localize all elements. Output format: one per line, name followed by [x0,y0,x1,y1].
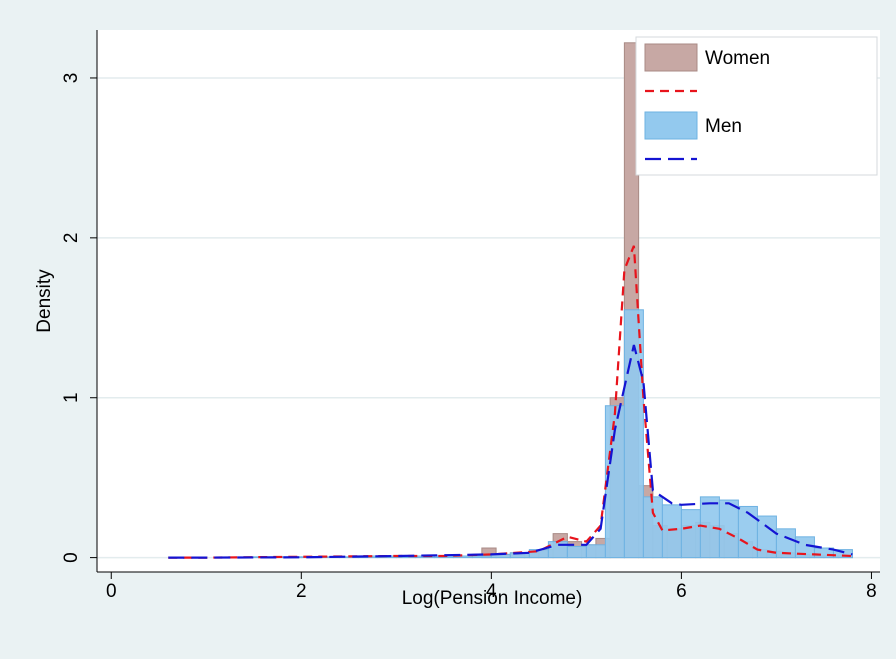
legend-swatch [644,43,698,72]
x-tick-label: 2 [296,581,307,602]
x-tick-label: 4 [486,581,497,602]
x-tick-label: 6 [676,581,687,602]
x-tick-label: 8 [866,581,877,602]
legend: Women Men [635,36,878,176]
y-tick-label: 0 [61,552,82,563]
histogram-bar [623,309,644,559]
histogram-bar [585,544,606,559]
legend-box [635,36,878,176]
histogram-bar [661,504,682,559]
y-axis-label: Density [34,269,55,333]
bars [243,42,853,559]
histogram-bar [718,499,739,559]
x-axis-label: Log(Pension Income) [402,588,583,609]
density-line [168,245,853,559]
legend-label: Men [705,116,742,137]
x-tick-label: 0 [106,581,117,602]
axes: 0 1 2 3 0 2 4 6 8 [61,30,880,602]
histogram-bar [471,555,492,559]
histogram-bar [680,509,701,559]
y-tick-label: 3 [61,73,82,84]
y-tick-label: 2 [61,233,82,244]
histogram-bar [566,545,587,559]
y-tick-label: 1 [61,392,82,403]
legend-label: Women [705,48,770,69]
legend-swatch [644,111,698,140]
lines [168,245,853,559]
density-line [168,344,853,559]
